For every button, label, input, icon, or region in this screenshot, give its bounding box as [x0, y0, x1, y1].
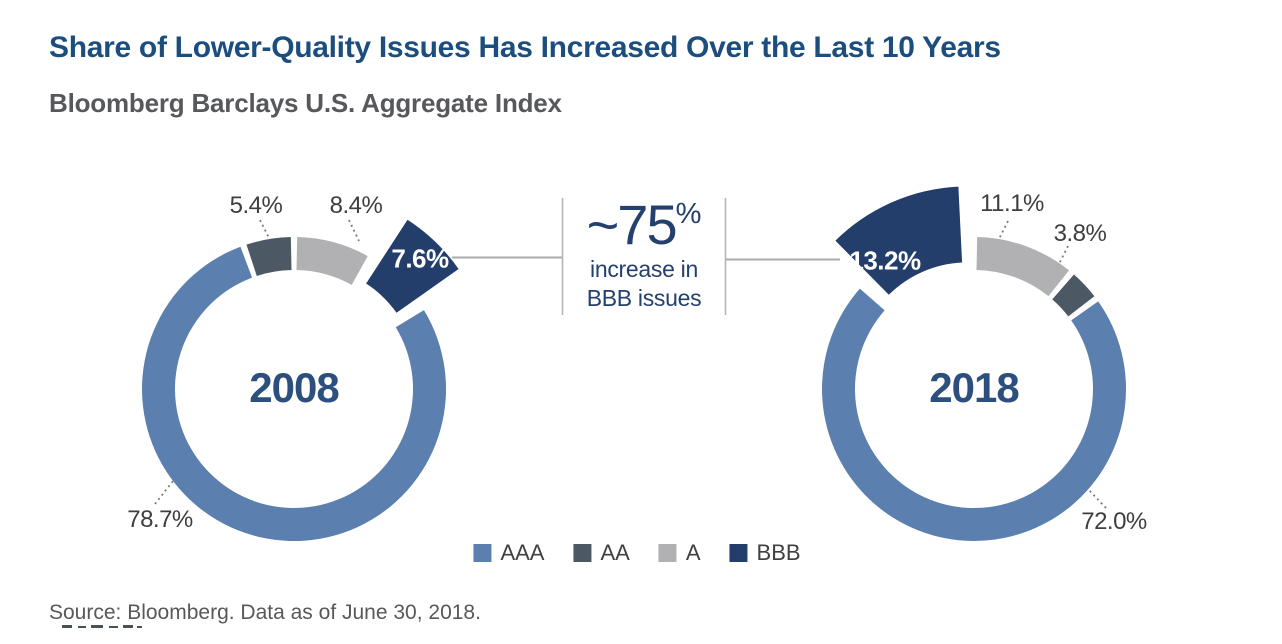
label-2008-a: 8.4% — [329, 192, 383, 219]
donut-2008-svg — [142, 219, 459, 542]
clipped-text-artifact — [62, 625, 72, 628]
clipped-text-artifact — [137, 626, 142, 628]
percent-sign: % — [675, 198, 702, 230]
legend-label-aaa: AAA — [500, 540, 545, 565]
donut-2018-svg — [822, 186, 1127, 542]
legend-label-bbb: BBB — [756, 540, 801, 565]
donut-segment-2008-a — [296, 237, 368, 285]
page-title: Share of Lower-Quality Issues Has Increa… — [49, 31, 1001, 64]
legend-item-aaa: AAA — [473, 540, 544, 566]
callout-line2: BBB issues — [586, 284, 702, 311]
clipped-text-artifact — [91, 625, 103, 628]
label-2018-a: 11.1% — [980, 190, 1044, 217]
callout-line1: increase in — [590, 255, 698, 282]
callout-bbb-increase: ~75% increase in BBB issues — [549, 193, 739, 313]
legend-swatch-a — [658, 544, 677, 562]
callout-number: ~75 — [586, 193, 678, 256]
legend-swatch-aa — [573, 544, 592, 562]
donut-segment-2018-a — [976, 237, 1070, 297]
page-subtitle: Bloomberg Barclays U.S. Aggregate Index — [49, 88, 562, 118]
legend: AAA AA A BBB — [473, 540, 801, 566]
donut-2018: 2018 — [764, 179, 1184, 599]
legend-swatch-bbb — [729, 544, 748, 562]
callout-value: ~75% — [549, 193, 739, 256]
clipped-text-artifact — [123, 625, 133, 628]
label-2018-aaa: 72.0% — [1081, 508, 1147, 535]
donut-segment-2018-aa — [1052, 274, 1095, 317]
legend-item-bbb: BBB — [729, 540, 801, 566]
legend-item-a: A — [658, 540, 701, 566]
legend-label-aa: AA — [600, 540, 630, 565]
donut-segment-2008-bbb — [366, 219, 459, 313]
label-2008-aaa: 78.7% — [127, 506, 193, 533]
donut-2018-year: 2018 — [929, 364, 1019, 412]
label-2008-bbb: 7.6% — [391, 243, 449, 274]
source-note: Source: Bloomberg. Data as of June 30, 2… — [49, 601, 481, 624]
donut-segment-2008-aa — [246, 237, 292, 276]
legend-label-a: A — [685, 540, 701, 565]
donut-2008-year: 2008 — [249, 364, 339, 412]
label-2008-aa: 5.4% — [229, 192, 283, 219]
donut-segment-2018-aaa — [822, 288, 1127, 542]
label-2018-aa: 3.8% — [1053, 220, 1107, 247]
label-2018-bbb: 13.2% — [849, 245, 921, 276]
clipped-text-artifact — [109, 626, 118, 628]
legend-item-aa: AA — [573, 540, 630, 566]
donut-2008: 2008 — [84, 179, 504, 599]
legend-swatch-aaa — [473, 544, 492, 562]
donut-segment-2018-bbb — [835, 186, 963, 295]
clipped-text-artifact — [78, 626, 86, 628]
